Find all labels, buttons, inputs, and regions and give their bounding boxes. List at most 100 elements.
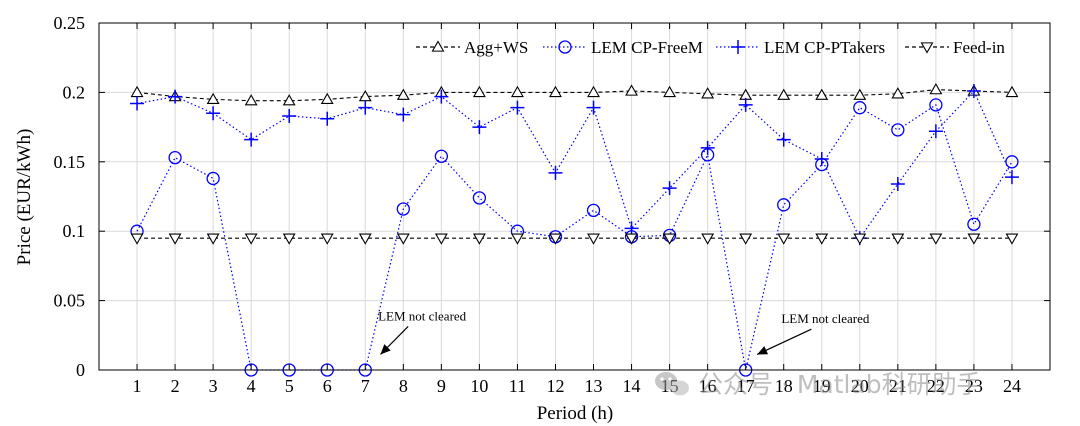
data-point (700, 140, 715, 155)
data-point (967, 233, 981, 245)
data-point (891, 233, 905, 245)
wechat-icon (655, 372, 689, 396)
legend-marker (431, 40, 445, 52)
data-point (625, 233, 639, 245)
data-point (853, 88, 867, 100)
data-point (586, 100, 601, 115)
data-point (967, 217, 981, 231)
y-axis-ticks: 0 0.05 0.1 0.15 0.2 0.25 (54, 13, 1050, 380)
data-point (244, 132, 259, 147)
data-point (929, 98, 943, 112)
annotation-label: LEM not cleared (378, 308, 467, 323)
data-point (396, 107, 411, 122)
data-point (282, 233, 296, 245)
data-point (701, 233, 715, 245)
data-point (168, 89, 183, 104)
data-point (777, 198, 791, 212)
x-tick-label: 14 (623, 376, 641, 396)
x-tick-label: 19 (813, 376, 831, 396)
y-tick-label: 0.15 (54, 152, 86, 172)
legend-label: LEM CP-PTakers (764, 38, 885, 57)
legend-marker (731, 40, 745, 54)
y-axis-label: Price (EUR/kWh) (14, 129, 35, 266)
data-point (358, 233, 372, 245)
x-tick-label: 4 (247, 376, 256, 396)
data-point (701, 87, 715, 99)
legend-marker (920, 42, 934, 54)
series-line (136, 89, 1013, 240)
data-point (625, 84, 639, 96)
data-point (891, 123, 905, 137)
data-point (549, 233, 562, 245)
x-tick-label: 24 (1003, 376, 1021, 396)
data-point (549, 85, 562, 98)
data-point (320, 233, 334, 245)
legend-entry: LEM CP-FreeM (543, 38, 703, 57)
data-point (1004, 170, 1019, 185)
data-point (587, 233, 600, 245)
x-tick-label: 13 (585, 376, 603, 396)
x-tick-label: 8 (399, 376, 408, 396)
x-tick-label: 2 (171, 376, 180, 396)
annotation-arrow-head (380, 344, 391, 355)
data-point (282, 108, 297, 123)
x-tick-label: 17 (737, 376, 755, 396)
data-point (814, 152, 829, 167)
x-tick-label: 11 (509, 376, 526, 396)
data-point (244, 94, 258, 106)
x-tick-label: 1 (133, 376, 142, 396)
data-point (1005, 233, 1019, 245)
data-point (776, 132, 791, 147)
data-point (434, 233, 448, 245)
plot-frame (98, 22, 1051, 371)
data-point (396, 202, 410, 216)
x-tick-label: 7 (361, 376, 370, 396)
legend-marker (558, 40, 572, 54)
data-point (929, 233, 943, 245)
data-point (244, 233, 258, 245)
x-tick-label: 20 (851, 376, 869, 396)
x-tick-label: 16 (699, 376, 717, 396)
x-tick-label: 23 (965, 376, 983, 396)
x-tick-label: 9 (437, 376, 446, 396)
legend: Agg+WS LEM CP-FreeM LEM CP-PTakers Feed-in (416, 38, 1005, 57)
data-point (1005, 155, 1019, 169)
data-point (396, 233, 410, 245)
data-point (1005, 85, 1019, 98)
data-point (587, 85, 600, 98)
data-point (662, 181, 677, 196)
annotation: LEM not cleared (756, 311, 870, 355)
x-tick-label: 21 (889, 376, 907, 396)
x-tick-label: 10 (470, 376, 488, 396)
annotation-label: LEM not cleared (781, 311, 870, 326)
data-point (738, 97, 753, 112)
series-lem-cp-ptakers (130, 84, 1019, 246)
data-point (206, 106, 221, 121)
data-point (739, 233, 753, 245)
x-tick-label: 12 (546, 376, 564, 396)
data-point (853, 233, 867, 245)
data-point (777, 88, 791, 100)
y-tick-label: 0 (76, 360, 85, 380)
x-tick-label: 6 (323, 376, 332, 396)
data-point (815, 233, 829, 245)
data-point (510, 233, 524, 245)
data-point (434, 89, 449, 104)
data-point (624, 221, 639, 236)
data-point (510, 85, 524, 98)
annotation: LEM not cleared (378, 308, 467, 355)
data-point (891, 87, 905, 99)
x-tick-label: 5 (285, 376, 294, 396)
data-point (320, 111, 335, 126)
data-point (890, 177, 905, 192)
data-point (168, 233, 182, 245)
data-point (929, 83, 943, 95)
data-point (472, 85, 486, 98)
data-point (815, 88, 829, 100)
data-point (966, 84, 981, 99)
data-point (434, 149, 449, 163)
data-point (510, 100, 525, 115)
data-point (320, 92, 334, 105)
y-tick-label: 0.25 (54, 13, 86, 33)
data-point (168, 150, 182, 165)
